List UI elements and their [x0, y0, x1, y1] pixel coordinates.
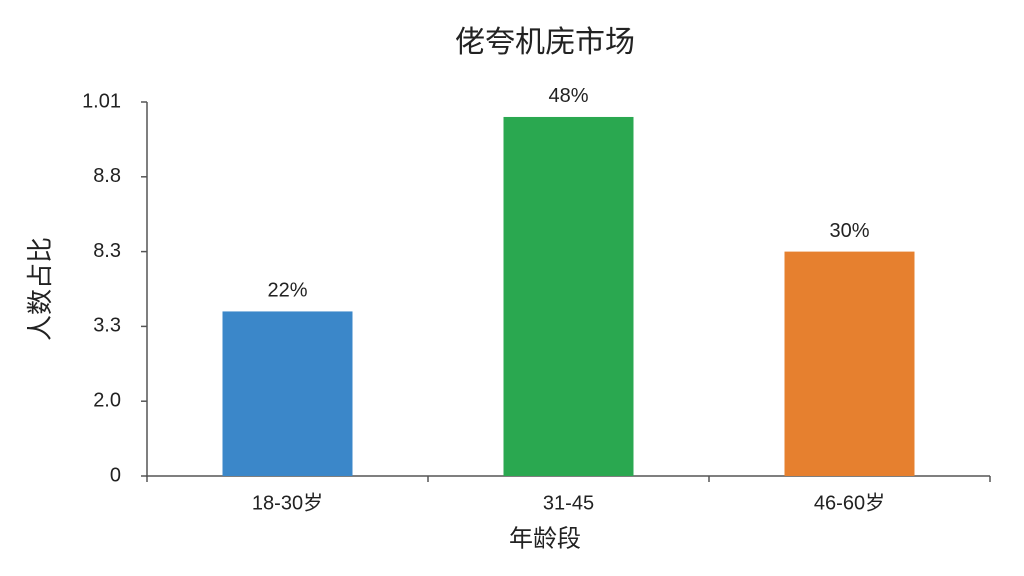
y-tick-label: 2.0	[93, 389, 121, 411]
x-tick-label: 18-30岁	[252, 491, 323, 514]
value-label: 30%	[829, 220, 869, 242]
value-label: 22%	[267, 280, 307, 302]
y-tick-label: 8.3	[93, 240, 121, 262]
y-tick-label: 8.8	[93, 165, 121, 187]
y-axis-label: 人数占比	[25, 237, 55, 341]
chart-title: 佬夸机庑市场	[455, 26, 635, 59]
bar	[503, 116, 634, 477]
y-tick-label: 1.01	[82, 90, 121, 112]
x-tick-label: 31-45	[543, 492, 594, 514]
x-tick-label: 46-60岁	[814, 491, 885, 514]
bar	[784, 251, 915, 476]
y-tick-label: 3.3	[93, 315, 121, 337]
y-tick-label: 0	[110, 464, 121, 486]
bar	[222, 311, 353, 476]
value-label: 48%	[548, 85, 588, 107]
x-axis-label: 年龄段	[509, 525, 581, 552]
